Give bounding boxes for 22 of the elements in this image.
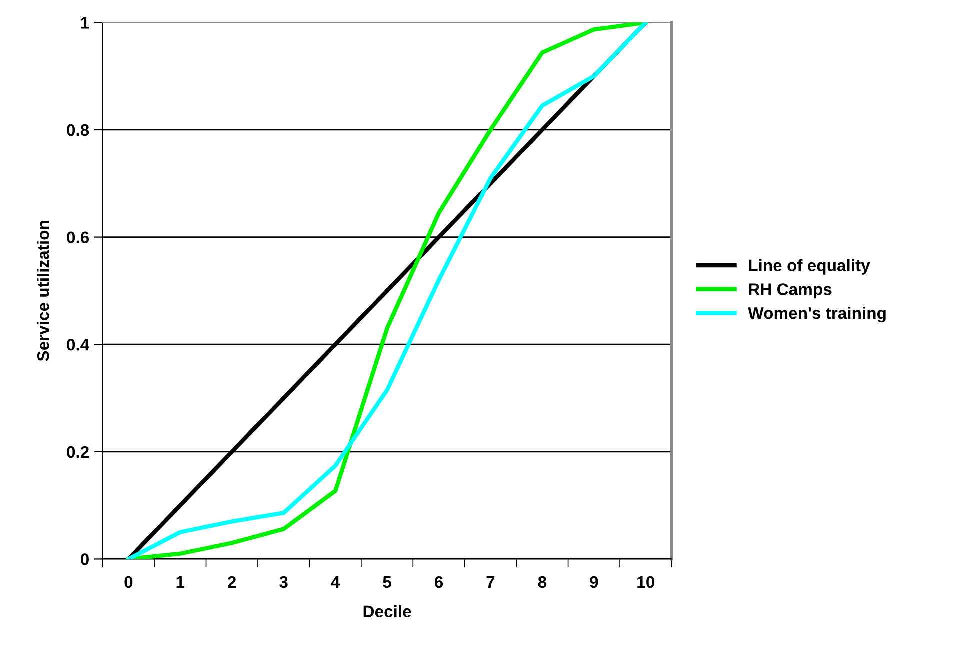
x-tick-label: 10 xyxy=(638,576,654,588)
x-axis-title: Decile xyxy=(364,605,412,618)
y-tick-label: 0.2 xyxy=(67,446,89,458)
x-tick-label: 8 xyxy=(538,576,547,588)
x-tick-label: 9 xyxy=(590,576,598,588)
x-tick-label: 0 xyxy=(124,576,133,588)
y-tick-label: 0 xyxy=(81,554,89,566)
y-tick-label: 0.8 xyxy=(67,124,90,136)
x-tick-label: 6 xyxy=(434,576,444,588)
x-tick-label: 1 xyxy=(176,576,185,588)
legend-label: RH Camps xyxy=(749,284,832,299)
x-tick-label: 5 xyxy=(383,576,392,588)
legend-label: Women's training xyxy=(748,307,886,323)
y-tick-label: 0.6 xyxy=(67,232,90,244)
y-axis-title: Service utilization xyxy=(37,221,50,362)
x-tick-label: 4 xyxy=(331,576,340,588)
y-tick-label: 0.4 xyxy=(67,339,90,351)
x-tick-label: 2 xyxy=(228,576,236,588)
legend-label: Line of equality xyxy=(749,259,870,275)
x-tick-label: 3 xyxy=(280,576,288,588)
x-tick-label: 7 xyxy=(486,576,495,588)
y-tick-label: 1 xyxy=(81,17,90,29)
